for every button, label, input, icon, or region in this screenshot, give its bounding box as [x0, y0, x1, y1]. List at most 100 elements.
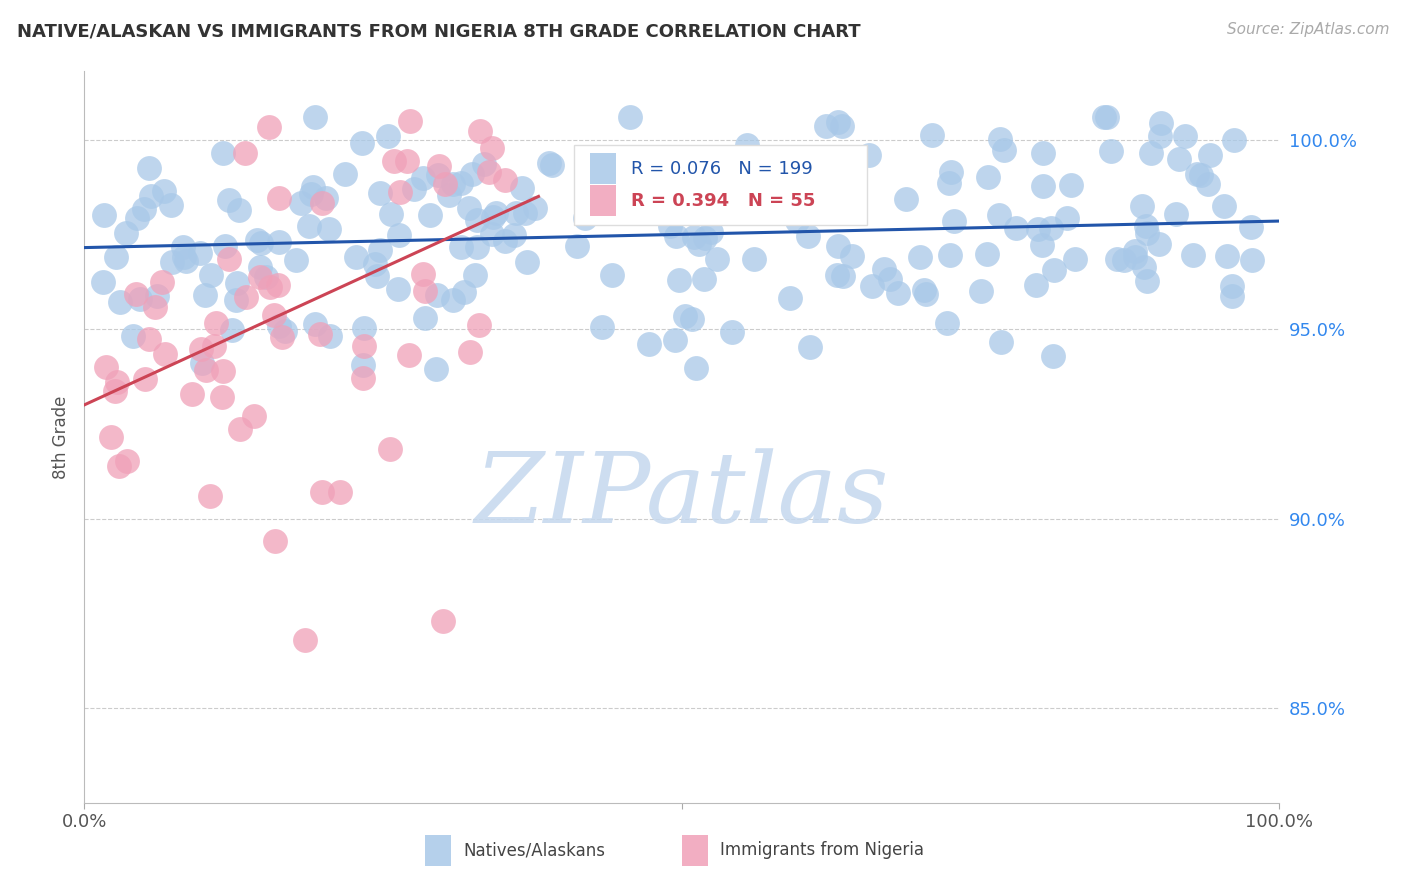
Point [939, 164, 962, 178]
Point [1042, 349, 1064, 363]
Point [254, 270, 277, 285]
Point [1123, 244, 1146, 259]
Point [434, 177, 457, 191]
Point [194, 288, 217, 302]
Point [191, 356, 214, 370]
Point [143, 301, 166, 315]
Point [304, 317, 326, 331]
Point [125, 211, 148, 225]
Point [211, 146, 233, 161]
Point [181, 387, 204, 401]
Point [585, 160, 607, 174]
Point [104, 250, 127, 264]
Point [832, 268, 855, 283]
Point [976, 247, 998, 261]
Point [139, 189, 162, 203]
Point [1005, 220, 1028, 235]
Point [172, 240, 194, 254]
Point [1136, 274, 1159, 288]
Point [450, 239, 472, 253]
Point [1168, 153, 1191, 167]
Point [441, 178, 464, 192]
Point [658, 219, 681, 234]
Point [93, 208, 115, 222]
Point [398, 348, 420, 362]
Point [1060, 178, 1083, 193]
Point [481, 141, 503, 155]
Point [778, 192, 800, 206]
Point [894, 192, 917, 206]
Point [886, 285, 908, 300]
Point [188, 245, 211, 260]
Point [695, 231, 717, 245]
Point [1150, 116, 1173, 130]
Point [415, 311, 437, 326]
Point [1025, 277, 1047, 292]
Point [125, 286, 148, 301]
Point [429, 159, 451, 173]
Point [132, 202, 155, 216]
Point [299, 187, 322, 202]
Point [150, 275, 173, 289]
FancyBboxPatch shape [682, 835, 709, 866]
Point [311, 195, 333, 210]
Point [115, 226, 138, 240]
Point [350, 136, 373, 150]
Point [221, 323, 243, 337]
Point [249, 260, 271, 274]
Point [100, 430, 122, 444]
Point [458, 345, 481, 359]
FancyBboxPatch shape [591, 186, 616, 216]
Point [1105, 252, 1128, 266]
Point [352, 358, 374, 372]
Point [503, 228, 526, 243]
Point [1241, 252, 1264, 267]
Point [664, 333, 686, 347]
Point [591, 320, 613, 334]
Point [786, 213, 808, 227]
Point [1220, 289, 1243, 303]
Point [211, 390, 233, 404]
Point [717, 178, 740, 193]
Point [1198, 147, 1220, 161]
Point [274, 324, 297, 338]
Point [1197, 177, 1219, 191]
Point [304, 110, 326, 124]
Point [970, 284, 993, 298]
Point [988, 208, 1011, 222]
Point [94, 359, 117, 374]
Point [110, 294, 132, 309]
Text: Natives/Alaskans: Natives/Alaskans [463, 841, 605, 859]
Point [271, 330, 294, 344]
Y-axis label: 8th Grade: 8th Grade [52, 395, 70, 479]
Point [1031, 238, 1053, 252]
Point [1125, 251, 1147, 265]
Point [457, 201, 479, 215]
Point [825, 268, 848, 282]
Point [465, 213, 488, 227]
Point [399, 113, 422, 128]
Point [565, 238, 588, 252]
Point [1223, 133, 1246, 147]
Point [267, 318, 290, 333]
Point [470, 124, 492, 138]
Point [799, 340, 821, 354]
Text: R = 0.394   N = 55: R = 0.394 N = 55 [630, 192, 815, 210]
Point [269, 191, 291, 205]
Point [396, 154, 419, 169]
Point [368, 186, 391, 200]
Point [263, 534, 285, 549]
Point [214, 239, 236, 253]
Point [1212, 199, 1234, 213]
Point [786, 180, 808, 194]
Point [860, 279, 883, 293]
Point [404, 182, 426, 196]
Point [1149, 237, 1171, 252]
Point [700, 225, 723, 239]
Point [162, 255, 184, 269]
Point [104, 384, 127, 399]
Point [721, 325, 744, 339]
Point [134, 371, 156, 385]
Text: R = 0.076   N = 199: R = 0.076 N = 199 [630, 160, 813, 178]
Text: ZIPatlas: ZIPatlas [475, 448, 889, 543]
